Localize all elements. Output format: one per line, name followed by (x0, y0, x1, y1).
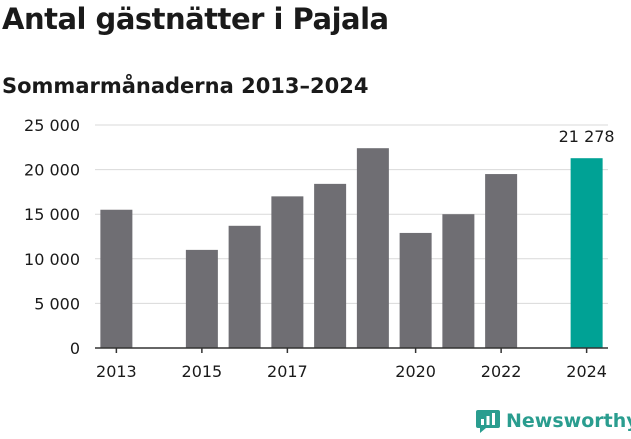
bar-2020 (399, 232, 432, 348)
x-tick-label: 2015 (182, 362, 223, 381)
y-tick-label: 5 000 (34, 294, 80, 313)
chart-title: Antal gästnätter i Pajala (2, 2, 389, 36)
x-tick-label: 2017 (267, 362, 308, 381)
x-tick-label: 2022 (481, 362, 522, 381)
y-tick-label: 25 000 (24, 116, 80, 135)
bar-2017 (271, 196, 304, 348)
x-tick-label: 2024 (566, 362, 607, 381)
newsworthy-logo-icon (476, 410, 500, 433)
y-tick-label: 15 000 (24, 205, 80, 224)
bar-2015 (185, 249, 218, 348)
bar-2021 (442, 214, 475, 348)
bar-2018 (314, 183, 347, 348)
y-tick-label: 20 000 (24, 161, 80, 180)
x-tick-label: 2020 (395, 362, 436, 381)
bar-2024 (570, 158, 603, 348)
bar-2016 (228, 225, 261, 348)
y-tick-label: 0 (70, 339, 80, 358)
data-label: 21 278 (559, 127, 615, 146)
x-tick-label: 2013 (96, 362, 137, 381)
bar-2019 (356, 148, 389, 348)
y-tick-label: 10 000 (24, 250, 80, 269)
brand-name: Newsworthy (506, 410, 631, 432)
bar-2013 (100, 209, 133, 348)
chart-subtitle: Sommarmånaderna 2013–2024 (2, 74, 369, 98)
brand-logo: Newsworthy (475, 408, 631, 434)
bar-2022 (485, 174, 518, 348)
